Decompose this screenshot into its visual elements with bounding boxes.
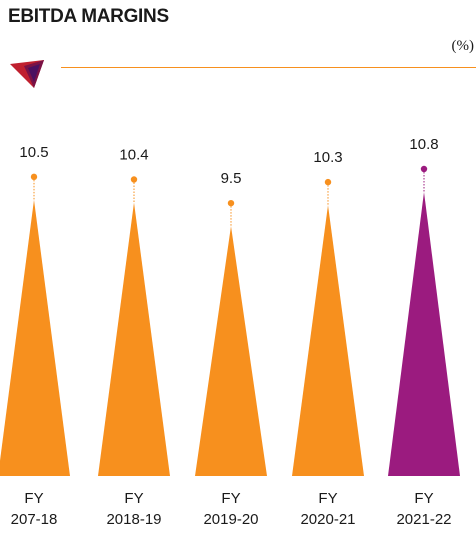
chart-title: EBITDA MARGINS	[8, 6, 169, 27]
unit-label: (%)	[451, 38, 475, 54]
bar-marker-3	[324, 178, 332, 186]
category-label-line1: FY	[221, 490, 241, 507]
bar-marker-2	[227, 199, 235, 207]
value-label-3: 10.3	[313, 149, 342, 166]
category-label-line1: FY	[24, 490, 44, 507]
value-label-0: 10.5	[19, 144, 48, 161]
bar-4	[388, 191, 460, 476]
value-label-4: 10.8	[409, 136, 438, 153]
brand-logo-icon	[10, 60, 44, 88]
bar-1	[98, 202, 170, 477]
bar-marker-4	[420, 165, 428, 173]
bar-3	[292, 205, 364, 477]
category-label-0: FY 207-18	[0, 488, 79, 530]
bar-marker-1	[130, 176, 138, 183]
category-label-line1: FY	[414, 490, 434, 507]
category-label-line2: 207-18	[10, 511, 58, 528]
category-label-1: FY 2018-19	[89, 488, 179, 530]
category-label-line2: 2019-20	[203, 511, 259, 528]
bar-0	[0, 199, 70, 476]
category-label-line2: 2018-19	[106, 511, 162, 528]
category-label-3: FY 2020-21	[283, 488, 373, 530]
category-label-line1: FY	[124, 490, 144, 507]
category-label-line2: 2020-21	[300, 511, 356, 528]
value-label-2: 9.5	[221, 170, 242, 187]
bar-2	[195, 226, 267, 476]
category-label-2: FY 2019-20	[186, 488, 276, 530]
category-label-line2: 2021-22	[396, 511, 452, 528]
category-label-line1: FY	[318, 490, 338, 507]
category-label-4: FY 2021-22	[379, 488, 469, 530]
bar-marker-0	[30, 173, 38, 181]
value-label-1: 10.4	[119, 146, 148, 163]
header-rule	[61, 67, 476, 68]
